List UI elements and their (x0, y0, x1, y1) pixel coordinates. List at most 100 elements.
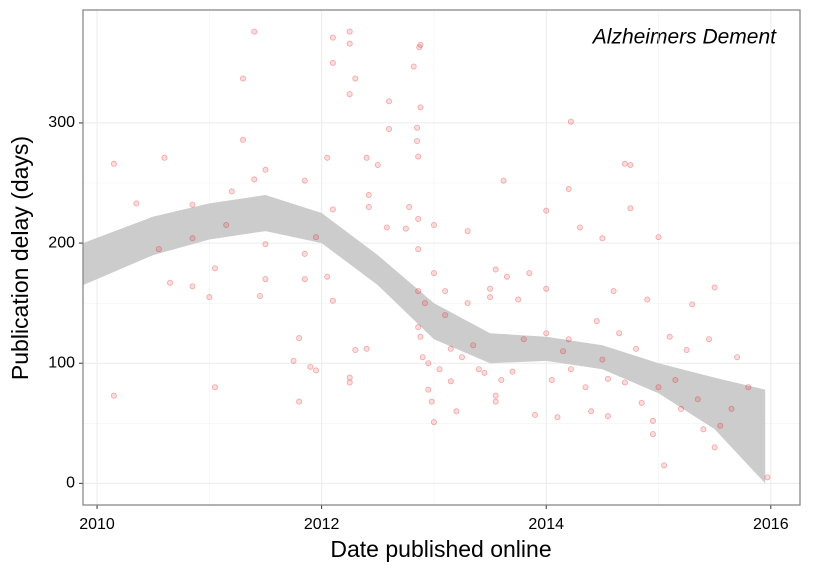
point (425, 386, 432, 393)
point (745, 384, 752, 391)
point (627, 161, 634, 168)
point (414, 124, 421, 131)
point (256, 292, 263, 299)
point (706, 336, 713, 343)
point (565, 336, 572, 343)
x-tick-label: 2012 (304, 516, 340, 533)
point (365, 192, 372, 199)
point (492, 398, 499, 405)
point (189, 235, 196, 242)
point (346, 28, 353, 35)
point (329, 59, 336, 66)
point (464, 300, 471, 307)
point (470, 342, 477, 349)
x-tick-label: 2014 (528, 516, 564, 533)
point (383, 224, 390, 231)
point (301, 276, 308, 283)
point (425, 360, 432, 367)
point (352, 75, 359, 82)
point (430, 270, 437, 277)
point (346, 374, 353, 381)
point (262, 276, 269, 283)
point (734, 354, 741, 361)
y-tick-label: 0 (66, 475, 75, 492)
point (290, 357, 297, 364)
point (365, 204, 372, 211)
point (492, 392, 499, 399)
x-axis-label: Date published online (330, 536, 551, 562)
point (492, 266, 499, 273)
point (228, 188, 235, 195)
point (417, 333, 424, 340)
point (189, 201, 196, 208)
point (487, 294, 494, 301)
point (110, 392, 117, 399)
plot-border (82, 9, 801, 506)
point (352, 347, 359, 354)
point (500, 177, 507, 184)
point (206, 294, 213, 301)
point (764, 474, 771, 481)
point (520, 336, 527, 343)
point (442, 312, 449, 319)
point (515, 296, 522, 303)
point (386, 125, 393, 132)
point (604, 375, 611, 382)
point (161, 154, 168, 161)
point (262, 241, 269, 248)
point (346, 40, 353, 47)
point (728, 405, 735, 412)
point (565, 186, 572, 193)
point (464, 228, 471, 235)
point (543, 285, 550, 292)
point (363, 154, 370, 161)
point (415, 324, 422, 331)
point (415, 153, 422, 160)
point (661, 462, 668, 469)
point (442, 288, 449, 295)
point (251, 176, 258, 183)
point (672, 377, 679, 384)
point (410, 63, 417, 70)
point (621, 160, 628, 167)
point (436, 366, 443, 373)
point (211, 265, 218, 272)
point (683, 347, 690, 354)
y-tick-label: 300 (48, 114, 75, 131)
chart-title: Alzheimers Dement (591, 26, 777, 49)
point (666, 333, 673, 340)
point (616, 330, 623, 337)
point (307, 363, 314, 370)
point (481, 369, 488, 376)
point (421, 300, 428, 307)
point (644, 296, 651, 303)
point (415, 216, 422, 223)
point (638, 399, 645, 406)
point (453, 408, 460, 415)
point (296, 334, 303, 341)
point (374, 161, 381, 168)
point (417, 41, 424, 48)
point (677, 405, 684, 412)
point (363, 345, 370, 352)
point (262, 166, 269, 173)
point (167, 279, 174, 286)
point (416, 44, 423, 51)
point (240, 136, 247, 143)
point (655, 384, 662, 391)
point (621, 379, 628, 386)
point (655, 234, 662, 241)
point (717, 422, 724, 429)
point (576, 224, 583, 231)
point (588, 408, 595, 415)
point (604, 413, 611, 420)
plot-background (83, 10, 800, 505)
point (689, 301, 696, 308)
point (313, 234, 320, 241)
point (458, 354, 465, 361)
point (627, 205, 634, 212)
point (346, 379, 353, 386)
point (211, 384, 218, 391)
point (599, 235, 606, 242)
